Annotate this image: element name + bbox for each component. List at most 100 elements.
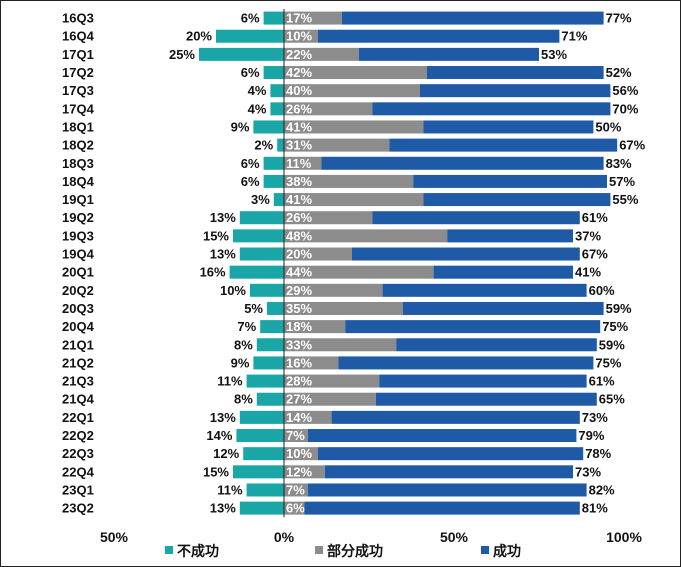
label-unsuccessful: 4%	[248, 83, 267, 98]
bar-unsuccessful	[246, 374, 284, 388]
label-success: 73%	[582, 410, 608, 425]
label-success: 55%	[612, 192, 638, 207]
bar-partial-success	[284, 138, 390, 152]
label-partial-success: 33%	[286, 337, 312, 352]
category-label: 18Q1	[62, 119, 94, 134]
bar-success	[379, 374, 587, 388]
bar-success	[372, 102, 611, 116]
label-unsuccessful: 15%	[203, 464, 229, 479]
bar-unsuccessful	[253, 120, 284, 134]
bar-success	[423, 120, 594, 134]
label-success: 83%	[606, 156, 632, 171]
label-partial-success: 42%	[286, 65, 312, 80]
category-label: 21Q2	[62, 355, 94, 370]
bar-partial-success	[284, 11, 342, 25]
label-unsuccessful: 25%	[169, 47, 195, 62]
label-unsuccessful: 13%	[210, 210, 236, 225]
label-unsuccessful: 5%	[244, 301, 263, 316]
label-success: 59%	[606, 301, 632, 316]
bar-partial-success	[284, 120, 424, 134]
bar-success	[375, 392, 597, 406]
label-partial-success: 35%	[286, 301, 312, 316]
bar-unsuccessful	[253, 356, 284, 370]
bar-unsuccessful	[199, 47, 284, 61]
bar-unsuccessful	[273, 193, 284, 207]
label-unsuccessful: 15%	[203, 228, 229, 243]
label-success: 77%	[606, 11, 632, 26]
bar-success	[352, 247, 580, 261]
label-partial-success: 38%	[286, 174, 312, 189]
bar-success	[338, 356, 594, 370]
label-unsuccessful: 13%	[210, 501, 236, 516]
bar-partial-success	[284, 102, 373, 116]
label-success: 59%	[599, 337, 625, 352]
bar-unsuccessful	[256, 392, 284, 406]
category-label: 21Q1	[62, 337, 94, 352]
legend-swatch	[481, 546, 489, 554]
label-unsuccessful: 11%	[217, 482, 243, 497]
bar-unsuccessful	[263, 11, 284, 25]
bar-partial-success	[284, 211, 373, 225]
bar-partial-success	[284, 338, 397, 352]
bar-success	[321, 156, 604, 170]
bar-success	[396, 338, 597, 352]
bar-unsuccessful	[263, 156, 284, 170]
category-label: 19Q4	[62, 247, 95, 262]
legend-label: 成功	[493, 543, 521, 559]
label-unsuccessful: 14%	[206, 428, 232, 443]
bar-partial-success	[284, 501, 305, 515]
category-label: 18Q4	[62, 174, 95, 189]
label-success: 70%	[612, 101, 638, 116]
bar-unsuccessful	[263, 174, 284, 188]
label-success: 67%	[582, 247, 608, 262]
label-unsuccessful: 6%	[241, 156, 260, 171]
bar-success	[382, 283, 587, 297]
bar-success	[403, 301, 604, 315]
bar-partial-success	[284, 301, 403, 315]
bar-partial-success	[284, 356, 339, 370]
bar-success	[423, 193, 611, 207]
category-label: 22Q2	[62, 428, 94, 443]
category-label: 20Q1	[62, 265, 94, 280]
label-partial-success: 10%	[286, 29, 312, 44]
bar-success	[413, 174, 607, 188]
bar-success	[420, 84, 611, 98]
label-partial-success: 41%	[286, 192, 312, 207]
label-unsuccessful: 11%	[217, 374, 243, 389]
category-label: 17Q1	[62, 47, 94, 62]
label-success: 60%	[589, 283, 615, 298]
category-label: 19Q2	[62, 210, 94, 225]
label-partial-success: 44%	[286, 265, 312, 280]
bar-unsuccessful	[270, 102, 284, 116]
label-unsuccessful: 10%	[220, 283, 246, 298]
bar-partial-success	[284, 392, 376, 406]
bar-success	[426, 66, 604, 80]
label-partial-success: 14%	[286, 410, 312, 425]
bar-partial-success	[284, 465, 325, 479]
label-unsuccessful: 20%	[186, 29, 212, 44]
bar-partial-success	[284, 265, 434, 279]
label-partial-success: 40%	[286, 83, 312, 98]
bar-unsuccessful	[216, 29, 284, 43]
label-success: 41%	[575, 265, 601, 280]
label-unsuccessful: 7%	[237, 319, 256, 334]
label-success: 75%	[595, 355, 621, 370]
label-success: 82%	[589, 482, 615, 497]
bar-success	[307, 483, 587, 497]
bar-unsuccessful	[263, 66, 284, 80]
category-label: 22Q4	[62, 464, 95, 479]
legend-label: 部分成功	[327, 543, 383, 559]
bar-unsuccessful	[267, 301, 284, 315]
label-partial-success: 7%	[286, 482, 305, 497]
category-label: 20Q3	[62, 301, 94, 316]
bar-success	[307, 429, 577, 443]
bar-unsuccessful	[233, 465, 284, 479]
category-label: 17Q4	[62, 101, 95, 116]
label-success: 81%	[582, 501, 608, 516]
label-partial-success: 48%	[286, 228, 312, 243]
label-unsuccessful: 16%	[200, 265, 226, 280]
bar-partial-success	[284, 429, 308, 443]
bar-partial-success	[284, 84, 420, 98]
bar-unsuccessful	[277, 138, 284, 152]
